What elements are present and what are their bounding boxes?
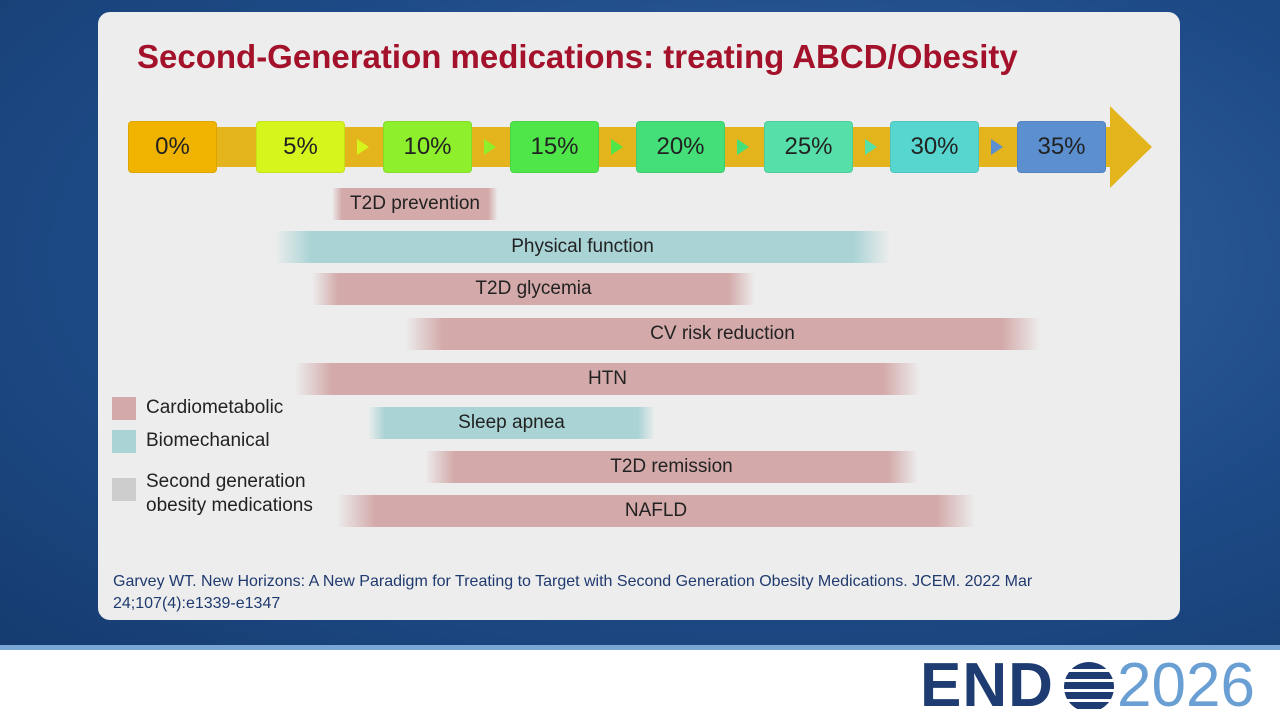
scale-box: 35% bbox=[1017, 121, 1106, 173]
scale-box: 30% bbox=[890, 121, 979, 173]
citation: Garvey WT. New Horizons: A New Paradigm … bbox=[113, 573, 1033, 590]
legend-label: Cardiometabolic bbox=[146, 397, 284, 418]
bar: T2D prevention bbox=[332, 188, 498, 220]
bar: HTN bbox=[295, 363, 920, 395]
small-arrow bbox=[737, 139, 749, 155]
logo-year: 2026 bbox=[1117, 651, 1255, 720]
stripe bbox=[0, 645, 1280, 650]
title: Second-Generation medications: treating … bbox=[137, 38, 1018, 75]
scale-box: 0% bbox=[128, 121, 217, 173]
citation: 24;107(4):e1339-e1347 bbox=[113, 595, 281, 612]
bar: T2D glycemia bbox=[312, 273, 755, 305]
legend-swatch bbox=[112, 397, 136, 420]
scale-box: 20% bbox=[636, 121, 725, 173]
small-arrow bbox=[865, 139, 877, 155]
legend-label: Biomechanical bbox=[146, 430, 270, 451]
scale-box: 10% bbox=[383, 121, 472, 173]
bar: CV risk reduction bbox=[405, 318, 1040, 350]
bar: NAFLD bbox=[337, 495, 975, 527]
scale-box: 5% bbox=[256, 121, 345, 173]
scale-box: 15% bbox=[510, 121, 599, 173]
arrow-head bbox=[1110, 106, 1152, 188]
scale-box: 25% bbox=[764, 121, 853, 173]
small-arrow bbox=[611, 139, 623, 155]
bar: T2D remission bbox=[425, 451, 918, 483]
legend-label: Second generation obesity medications bbox=[146, 471, 313, 516]
small-arrow bbox=[357, 139, 369, 155]
logo-globe bbox=[1064, 662, 1114, 712]
bar: Physical function bbox=[275, 231, 890, 263]
bar: Sleep apnea bbox=[368, 407, 655, 439]
legend-swatch bbox=[112, 430, 136, 453]
small-arrow bbox=[991, 139, 1003, 155]
logo-brand: END bbox=[920, 651, 1054, 720]
small-arrow bbox=[484, 139, 496, 155]
card bbox=[98, 12, 1180, 620]
legend-swatch bbox=[112, 478, 136, 501]
